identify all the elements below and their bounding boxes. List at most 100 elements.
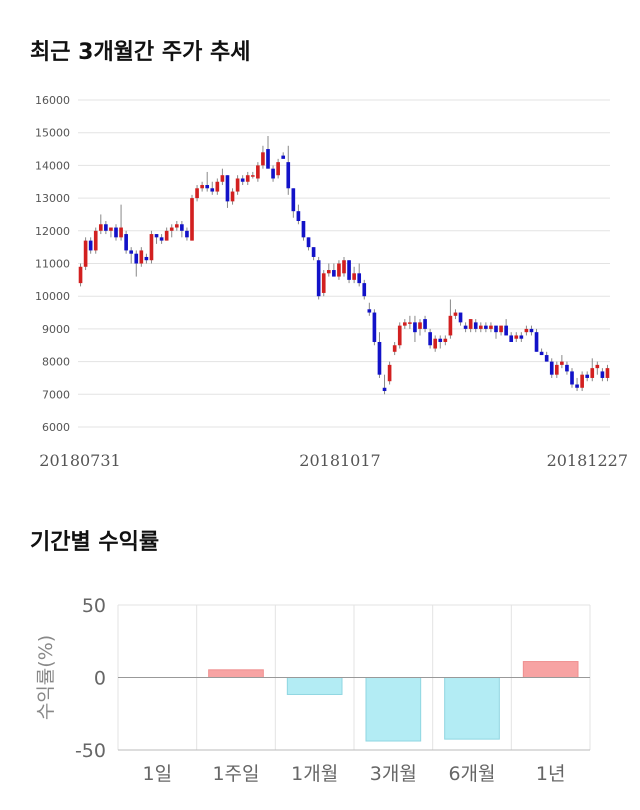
candle-body (494, 325, 498, 333)
candle (200, 181, 204, 192)
candle-body (484, 325, 488, 329)
candle (585, 371, 590, 382)
candle (580, 371, 584, 392)
candle-body (342, 260, 346, 274)
candle-body (286, 162, 291, 189)
candle (149, 230, 154, 264)
candle-body (382, 387, 387, 392)
candle (478, 322, 483, 333)
candle (306, 237, 311, 251)
candle-body (78, 266, 83, 284)
candle-body (544, 355, 549, 362)
candle-body (266, 149, 270, 169)
candle (114, 224, 118, 241)
candle-body (504, 325, 508, 336)
candle-body (256, 165, 260, 179)
candle (154, 234, 159, 244)
candle-body (164, 230, 169, 241)
candle (377, 332, 382, 378)
category-label: 1개월 (291, 763, 338, 785)
candle (382, 374, 387, 395)
candle-body (473, 322, 478, 329)
candle (332, 263, 336, 277)
candle-body (499, 325, 503, 333)
candle (180, 220, 184, 238)
candle-body (240, 178, 245, 182)
candle-body (230, 191, 235, 202)
candle (519, 332, 524, 342)
returns-bar-chart: 50 0 -50 1일 1주일 1개월 3개월 6개월 1년 수익률(%) (35, 595, 591, 785)
candle-body (362, 283, 367, 297)
candle (499, 325, 503, 336)
candle (595, 361, 600, 375)
candle-body (605, 368, 610, 378)
candle (352, 266, 356, 284)
candle-body (296, 211, 301, 221)
candle (301, 220, 306, 241)
candle (549, 358, 554, 378)
candle-body (565, 364, 569, 372)
candle-body (109, 227, 113, 231)
candle (240, 175, 245, 186)
candle-body (397, 325, 402, 346)
candle-body (301, 220, 306, 238)
return-bar (208, 669, 264, 679)
candle-body (575, 384, 579, 388)
candle (271, 165, 275, 182)
candle (195, 185, 199, 202)
return-bar (444, 677, 500, 740)
candle (286, 145, 291, 195)
candle (494, 325, 498, 339)
candle-body (524, 328, 529, 333)
candle (509, 332, 514, 342)
candle-body (337, 263, 341, 277)
candle (367, 302, 372, 316)
candle (473, 319, 478, 333)
candle (261, 145, 265, 169)
candle-body (159, 237, 164, 241)
candle (453, 309, 458, 320)
candle-body (205, 185, 210, 189)
candle (392, 341, 397, 356)
candle (220, 168, 225, 186)
candle-body (377, 341, 382, 375)
candle-body (200, 185, 204, 189)
candle-body (554, 364, 559, 375)
candle-body (580, 374, 584, 388)
candle (78, 263, 83, 287)
candle (250, 171, 255, 179)
candle (489, 322, 493, 333)
category-label: 1주일 (212, 763, 259, 785)
candle-body (514, 335, 519, 339)
candle-body (418, 322, 422, 329)
candle (230, 188, 235, 205)
candle-body (306, 237, 311, 248)
candle (590, 358, 595, 382)
candle-body (129, 250, 134, 254)
candle (448, 299, 453, 339)
candle (276, 158, 280, 179)
candle (124, 230, 128, 254)
candle-body (468, 319, 473, 329)
candle-body (392, 345, 397, 352)
candle-body (534, 332, 539, 352)
candle-body (144, 256, 149, 261)
y-tick-label: 13000 (35, 192, 70, 205)
candle (575, 377, 579, 392)
candle (104, 220, 108, 235)
candle-body (560, 361, 564, 365)
candle (402, 319, 407, 329)
candle-body (332, 270, 336, 277)
candle-body (423, 319, 427, 329)
x-tick-label: 20181227 (547, 451, 628, 470)
candle (458, 312, 463, 326)
candle-body (139, 250, 144, 264)
candle-body (326, 270, 331, 274)
candle-body (367, 309, 372, 313)
candle-body (245, 175, 250, 182)
candle-body (519, 335, 524, 339)
candle-body (489, 325, 493, 329)
candle (468, 319, 473, 333)
candle (362, 279, 367, 300)
candle (296, 204, 301, 225)
